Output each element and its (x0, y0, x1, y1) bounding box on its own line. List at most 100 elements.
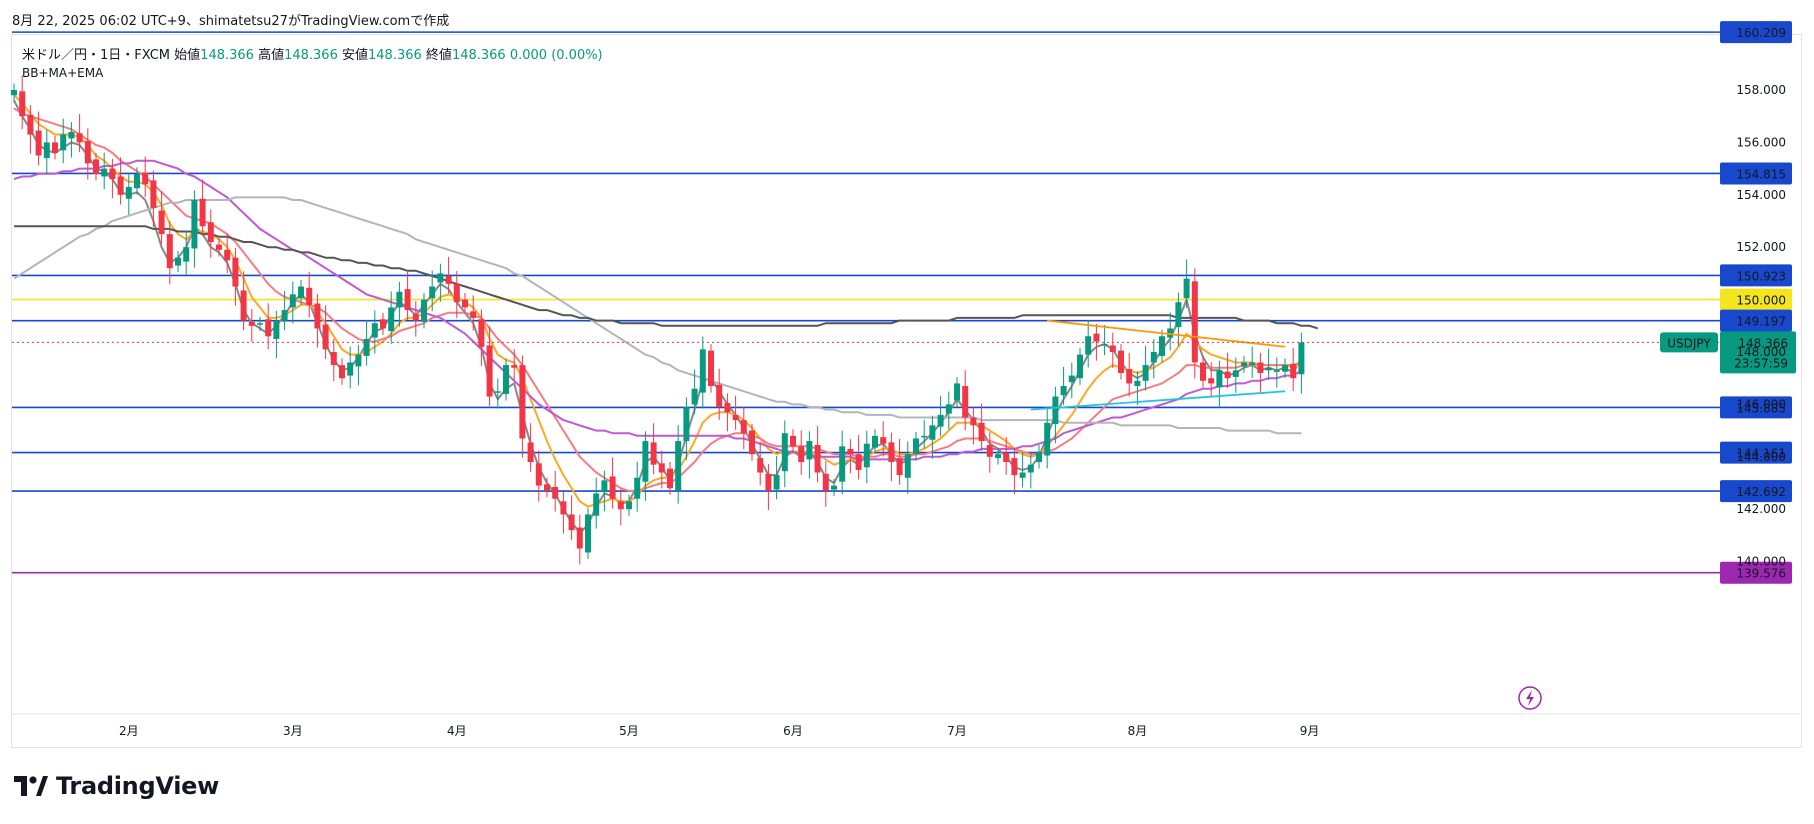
candle[interactable] (1249, 346, 1256, 378)
candle[interactable] (1298, 332, 1305, 394)
candle[interactable] (191, 190, 198, 268)
candle[interactable] (248, 309, 255, 342)
candle[interactable] (27, 105, 34, 154)
candle[interactable] (765, 464, 772, 510)
candle[interactable] (1093, 323, 1100, 361)
candle[interactable] (954, 376, 960, 408)
trendline[interactable] (1047, 319, 1286, 348)
candle[interactable] (970, 407, 977, 445)
candle[interactable] (175, 251, 181, 273)
candle[interactable] (634, 461, 641, 512)
candle[interactable] (642, 431, 649, 501)
candle[interactable] (1232, 357, 1239, 393)
candle[interactable] (396, 282, 403, 327)
candle[interactable] (585, 507, 591, 559)
candle[interactable] (486, 326, 493, 407)
candle[interactable] (609, 457, 616, 509)
candle[interactable] (134, 167, 140, 195)
candle[interactable] (478, 309, 485, 366)
candle[interactable] (1216, 360, 1223, 407)
candle[interactable] (667, 462, 673, 495)
candle[interactable] (142, 156, 149, 198)
candle[interactable] (371, 310, 378, 354)
lightning-icon[interactable] (1518, 686, 1542, 710)
candle[interactable] (888, 432, 895, 482)
candle[interactable] (740, 407, 747, 450)
candle[interactable] (675, 425, 682, 504)
candle[interactable] (1183, 259, 1190, 308)
candle[interactable] (732, 395, 739, 430)
candle[interactable] (76, 114, 83, 153)
candle[interactable] (1101, 325, 1108, 356)
candle[interactable] (1003, 436, 1010, 475)
candle[interactable] (904, 441, 911, 494)
indicators-legend[interactable]: BB+MA+EMA (22, 66, 104, 80)
candle[interactable] (945, 391, 952, 430)
candle[interactable] (839, 430, 846, 495)
candle[interactable] (798, 430, 805, 475)
candle[interactable] (298, 279, 304, 305)
candle[interactable] (880, 421, 887, 457)
candle[interactable] (1134, 371, 1141, 406)
candle[interactable] (560, 491, 567, 534)
candle[interactable] (1159, 329, 1165, 363)
candle[interactable] (1191, 268, 1198, 379)
candle[interactable] (429, 270, 436, 312)
brand[interactable]: TradingView (14, 772, 219, 800)
candle[interactable] (650, 423, 657, 475)
candle[interactable] (691, 369, 698, 415)
candle[interactable] (757, 442, 764, 486)
symbol-name[interactable]: 米ドル／円・1日・FXCM (22, 48, 171, 63)
candle[interactable] (412, 301, 419, 337)
candle[interactable] (855, 435, 862, 480)
candle[interactable] (1208, 362, 1215, 397)
trendline[interactable] (1030, 390, 1286, 411)
candle[interactable] (68, 122, 75, 158)
candle[interactable] (314, 293, 321, 348)
candle[interactable] (273, 310, 280, 359)
candle[interactable] (658, 450, 665, 489)
candle[interactable] (790, 429, 796, 453)
candle[interactable] (347, 346, 354, 389)
candle[interactable] (125, 174, 132, 215)
candle[interactable] (52, 135, 58, 160)
candle[interactable] (568, 495, 575, 540)
candle[interactable] (35, 111, 42, 166)
candle[interactable] (921, 419, 928, 449)
candle[interactable] (1265, 348, 1272, 381)
candle[interactable] (306, 271, 313, 318)
candle[interactable] (1019, 453, 1026, 488)
candle[interactable] (896, 438, 903, 485)
candle[interactable] (470, 295, 477, 331)
candle[interactable] (1282, 358, 1288, 379)
candle[interactable] (773, 456, 780, 500)
candle[interactable] (224, 233, 231, 274)
candle[interactable] (822, 460, 829, 507)
candle[interactable] (863, 430, 870, 484)
candle[interactable] (232, 247, 239, 306)
candle[interactable] (199, 179, 206, 236)
candle[interactable] (380, 312, 386, 335)
candle[interactable] (601, 470, 608, 512)
candle[interactable] (978, 403, 985, 451)
candle[interactable] (330, 339, 337, 382)
candle[interactable] (535, 450, 542, 502)
candle[interactable] (962, 370, 969, 431)
candle[interactable] (19, 75, 26, 130)
candle[interactable] (576, 514, 583, 565)
candle[interactable] (289, 281, 296, 324)
candle[interactable] (207, 209, 214, 258)
candle[interactable] (1150, 339, 1157, 379)
candle[interactable] (1027, 451, 1034, 489)
candle[interactable] (265, 303, 272, 350)
candle[interactable] (1257, 352, 1264, 393)
candle[interactable] (511, 349, 518, 381)
candle[interactable] (93, 152, 99, 181)
candle[interactable] (527, 423, 534, 472)
candle[interactable] (183, 231, 190, 275)
candle[interactable] (355, 344, 362, 386)
candle[interactable] (1142, 345, 1149, 391)
candle[interactable] (216, 238, 222, 257)
candle[interactable] (781, 420, 788, 488)
candle[interactable] (339, 358, 345, 385)
